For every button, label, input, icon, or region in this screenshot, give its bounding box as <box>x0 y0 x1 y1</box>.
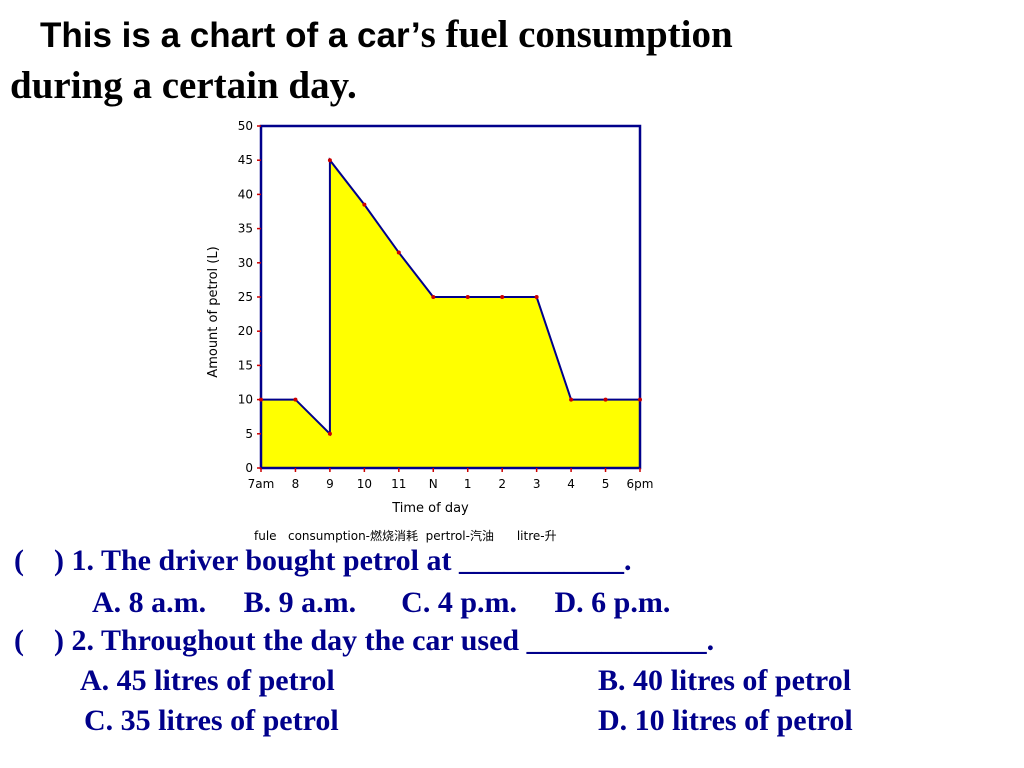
data-point <box>259 397 263 402</box>
chart-caption: fule consumption-燃烧消耗 pertrol-汽油 litre-升 <box>254 529 557 543</box>
x-tick-label: 2 <box>498 477 506 491</box>
question-2-option-b: B. 40 litres of petrol <box>598 664 852 697</box>
x-tick-label: 5 <box>602 477 610 491</box>
y-tick-label: 15 <box>238 358 253 372</box>
x-tick-label: 8 <box>292 477 300 491</box>
question-2-option-c: C. 35 litres of petrol <box>84 704 339 737</box>
x-tick-label: 3 <box>533 477 541 491</box>
data-point <box>327 431 332 436</box>
data-point <box>569 397 574 402</box>
title-line-2: during a certain day. <box>10 64 357 107</box>
y-tick-label: 25 <box>238 290 253 304</box>
y-tick-label: 5 <box>245 427 253 441</box>
y-tick-label: 30 <box>238 256 253 270</box>
y-tick-label: 50 <box>238 119 253 133</box>
x-tick-label: 1 <box>464 477 472 491</box>
area-fill <box>261 160 640 468</box>
question-2-option-a: A. 45 litres of petrol <box>80 664 335 697</box>
data-point <box>534 295 539 299</box>
question-1-options: A. 8 a.m. B. 9 a.m. C. 4 p.m. D. 6 p.m. <box>92 586 671 619</box>
data-point <box>327 158 332 163</box>
x-tick-label: 4 <box>567 477 575 491</box>
data-point <box>431 295 436 299</box>
y-tick-label: 35 <box>238 222 253 236</box>
data-point <box>293 397 298 402</box>
x-tick-label: 9 <box>326 477 334 491</box>
data-point <box>500 295 505 299</box>
question-2: ( ) 2. Throughout the day the car used _… <box>14 624 715 657</box>
x-tick-label: 10 <box>357 477 372 491</box>
y-tick-label: 10 <box>238 393 253 407</box>
y-tick-label: 0 <box>245 461 253 475</box>
x-tick-label: 11 <box>391 477 406 491</box>
data-point <box>396 250 401 255</box>
data-point <box>603 397 608 402</box>
x-axis-label: Time of day <box>391 501 469 516</box>
question-1: ( ) 1. The driver bought petrol at _____… <box>14 544 632 577</box>
y-tick-label: 20 <box>238 324 253 338</box>
x-tick-label: N <box>429 477 438 491</box>
y-tick-label: 40 <box>238 187 253 201</box>
title-line-1: This is a chart of a car’s fuel consumpt… <box>40 13 733 56</box>
x-tick-label: 6pm <box>627 477 654 491</box>
y-axis-label: Amount of petrol (L) <box>206 246 221 377</box>
page-title: This is a chart of a car’s fuel consumpt… <box>10 10 1010 111</box>
x-tick-label: 7am <box>248 477 275 491</box>
data-point <box>362 202 367 207</box>
data-point <box>465 295 470 299</box>
data-point <box>638 397 642 402</box>
question-2-option-d: D. 10 litres of petrol <box>598 704 853 737</box>
y-tick-label: 45 <box>238 153 253 167</box>
